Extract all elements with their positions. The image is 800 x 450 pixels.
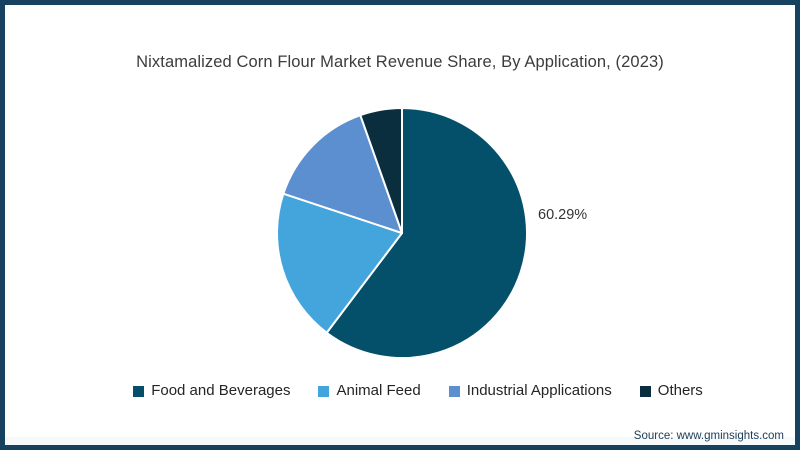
legend-label: Animal Feed — [336, 382, 421, 399]
pie-slice-animal-feed — [276, 192, 403, 334]
pie-slice-food-and-beverages — [325, 107, 528, 359]
pie-slice-industrial-applications — [282, 114, 403, 234]
legend-item-food-and-beverages: Food and Beverages — [133, 382, 290, 400]
legend-item-animal-feed: Animal Feed — [318, 382, 421, 400]
source-attribution: Source: www.gminsights.com — [633, 430, 784, 442]
legend-item-industrial-applications: Industrial Applications — [448, 382, 612, 400]
chart-title: Nixtamalized Corn Flour Market Revenue S… — [136, 53, 664, 71]
legend-swatch-industrial-applications-icon — [448, 385, 460, 397]
pie-data-label: 60.29% — [538, 207, 588, 223]
legend-label: Others — [657, 382, 703, 399]
legend-swatch-animal-feed-icon — [318, 385, 330, 397]
pie-slice-others — [359, 107, 403, 234]
legend-label: Food and Beverages — [151, 382, 291, 399]
bottom-strip — [5, 437, 795, 445]
legend-item-others: Others — [639, 382, 703, 400]
legend: Food and Beverages Animal Feed Industria… — [5, 382, 795, 400]
legend-swatch-others-icon — [639, 385, 651, 397]
legend-label: Industrial Applications — [466, 382, 612, 399]
legend-swatch-food-and-beverages-icon — [133, 385, 145, 397]
